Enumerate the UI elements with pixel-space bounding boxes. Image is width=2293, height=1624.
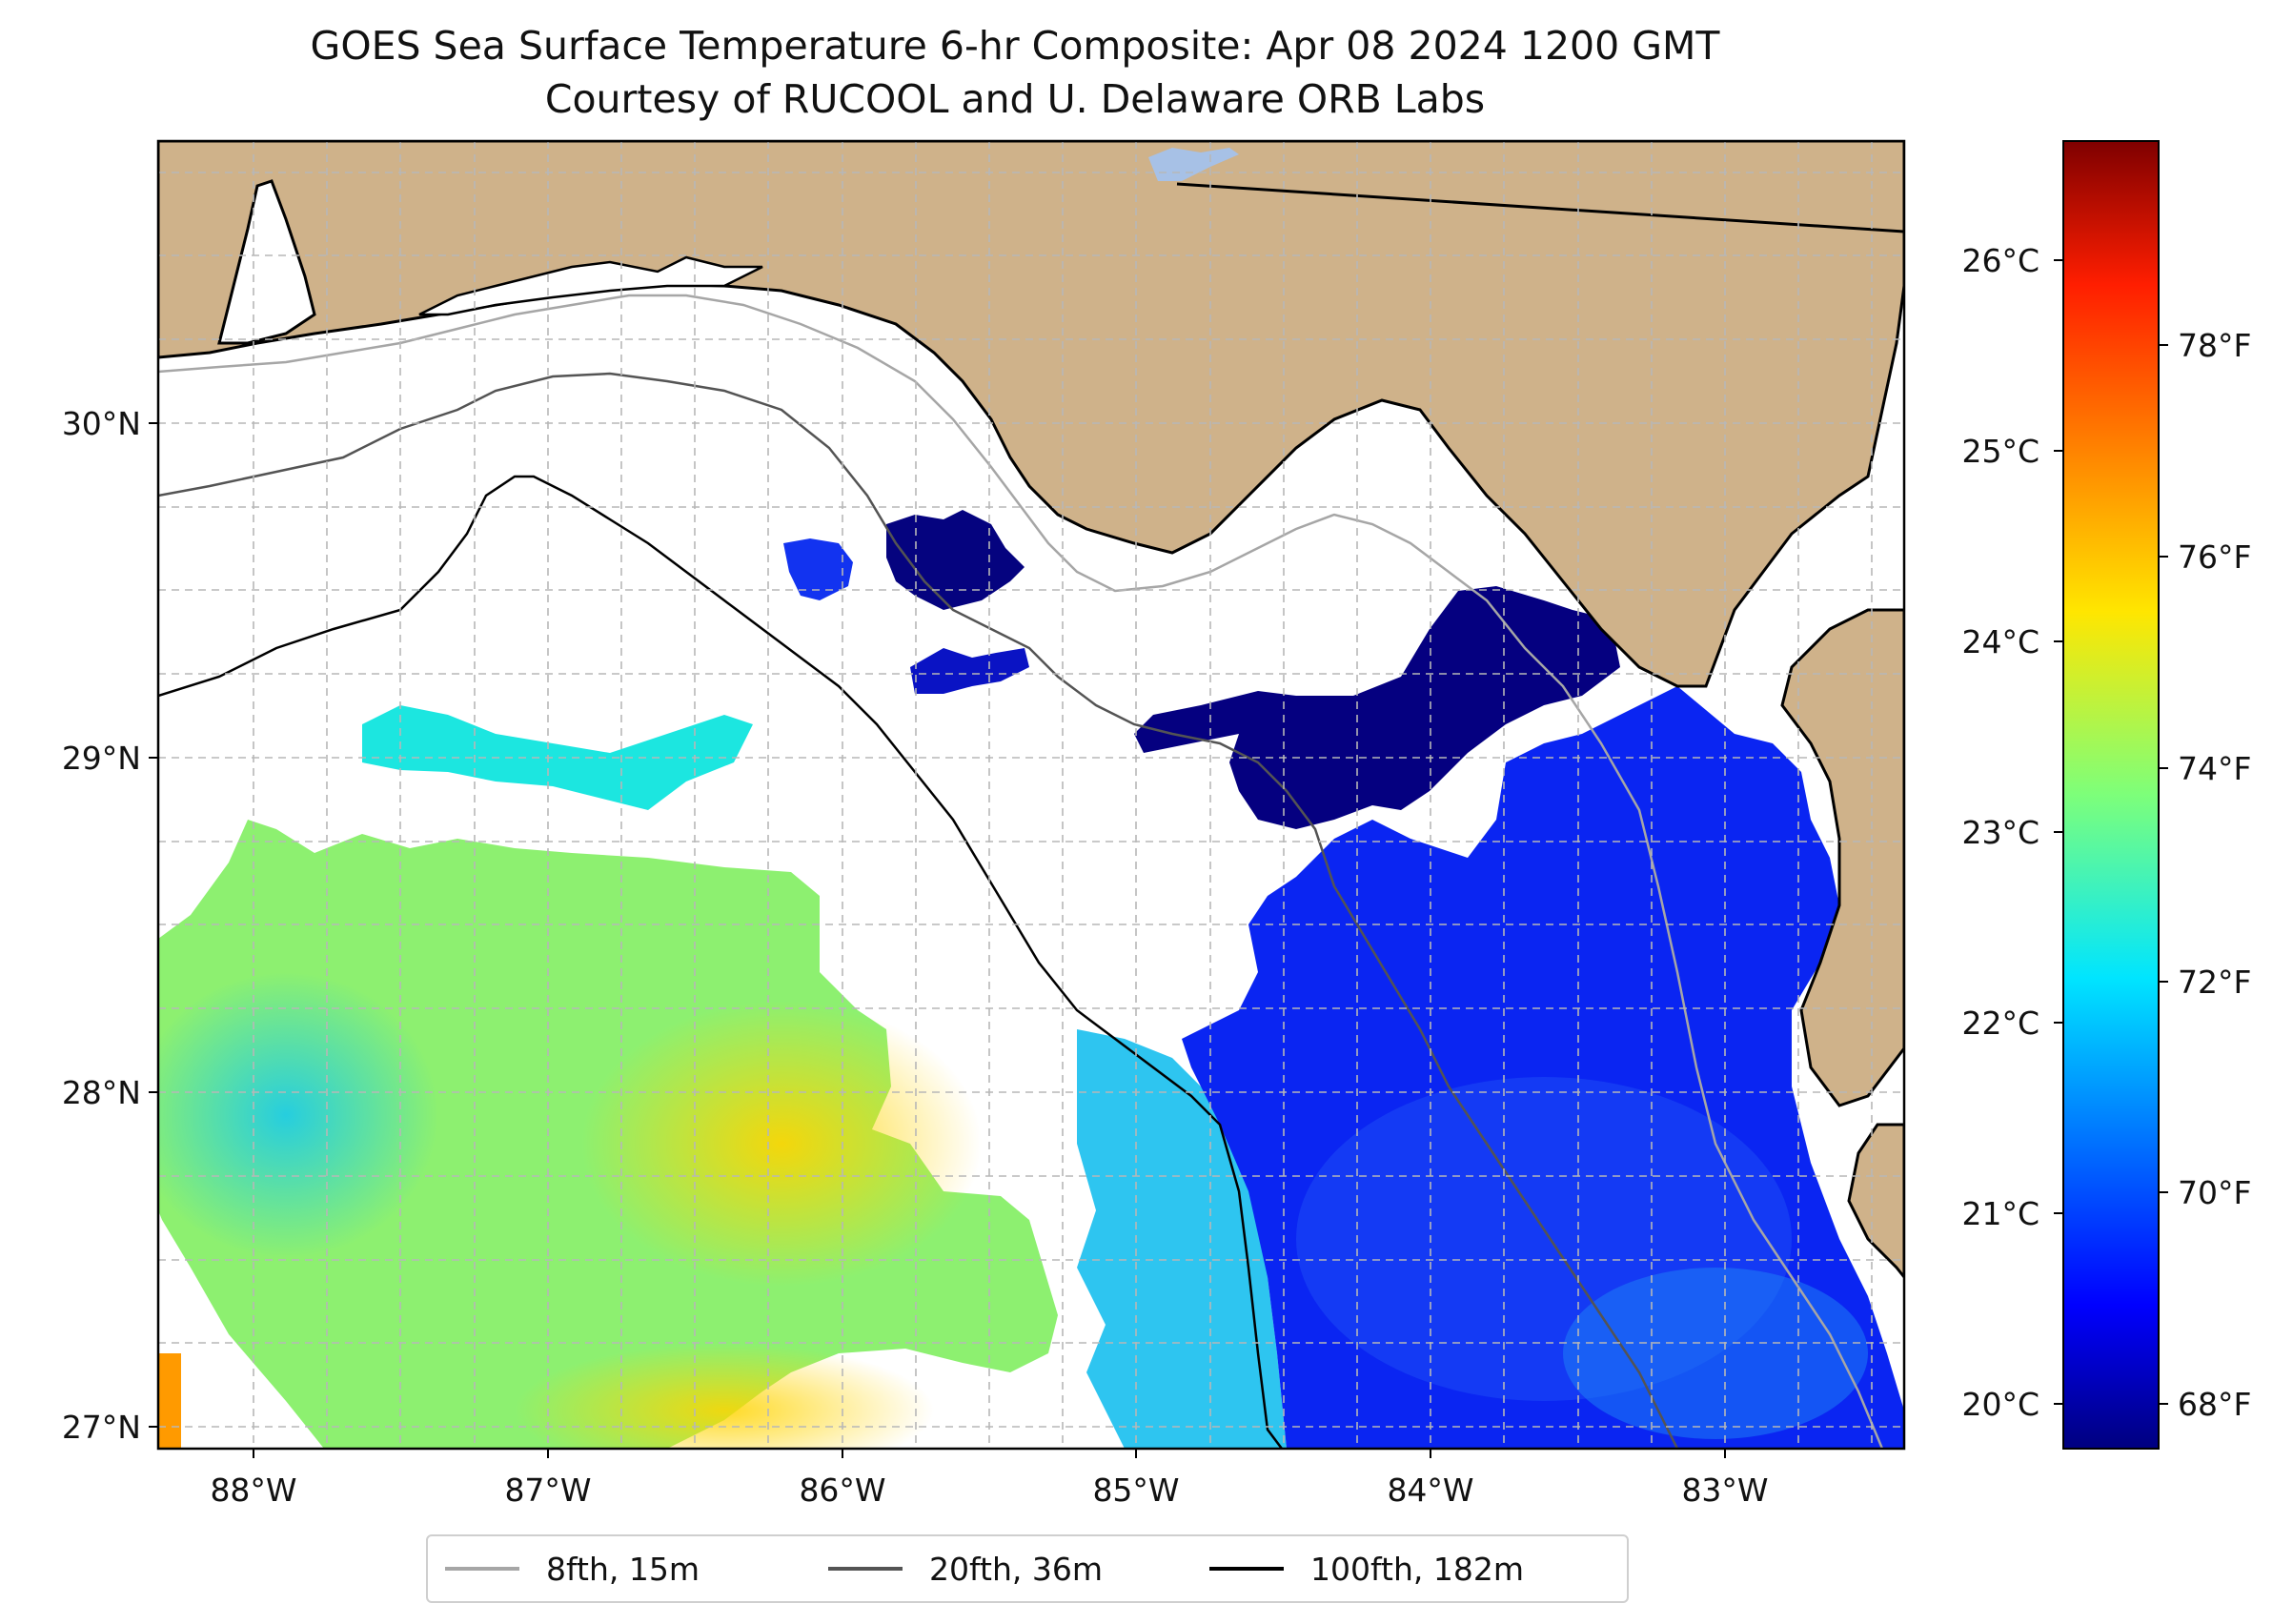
- lake-seminole: [1148, 148, 1239, 181]
- bay-mobile: [217, 179, 316, 345]
- lat-tick-label: 29°N: [62, 740, 141, 777]
- lon-tick-label: 87°W: [504, 1472, 591, 1509]
- celsius-tick-label: 25°C: [1961, 433, 2039, 470]
- warm-corner: [158, 1353, 181, 1449]
- cool-west: [158, 972, 438, 1258]
- warm-south: [515, 1344, 934, 1449]
- fahrenheit-tick-label: 78°F: [2178, 327, 2251, 364]
- fahrenheit-tick-label: 74°F: [2178, 750, 2251, 787]
- fahrenheit-tick-label: 76°F: [2178, 538, 2251, 576]
- sst-patch-blue-small: [783, 538, 853, 600]
- legend-swatch-light-gray: [445, 1567, 519, 1571]
- sst-patch-navy-bigbend: [1134, 586, 1620, 829]
- map-area: [158, 141, 1904, 1449]
- isobath-182m: [158, 475, 1283, 1449]
- fahrenheit-tick-marks: [2159, 344, 2168, 1405]
- lon-tick-marks: [253, 1449, 1726, 1458]
- legend-item-36m: 20fth, 36m: [828, 1536, 1103, 1601]
- colorbar: [2062, 140, 2160, 1450]
- bay-pensacola: [418, 255, 763, 316]
- celsius-tick-label: 23°C: [1961, 814, 2039, 851]
- lon-tick-label: 83°W: [1681, 1472, 1768, 1509]
- isobath-36m: [158, 372, 1679, 1449]
- lat-tick-label: 27°N: [62, 1409, 141, 1446]
- lat-tick-label: 30°N: [62, 405, 141, 442]
- fahrenheit-tick-label: 72°F: [2178, 964, 2251, 1001]
- isobath-legend: 8fth, 15m 20fth, 36m 100fth, 182m: [426, 1534, 1629, 1603]
- fahrenheit-tick-label: 68°F: [2178, 1386, 2251, 1423]
- fahrenheit-tick-label: 70°F: [2178, 1174, 2251, 1211]
- legend-swatch-dark-gray: [828, 1567, 903, 1571]
- legend-swatch-black: [1209, 1567, 1284, 1571]
- map-frame: [156, 139, 1906, 1451]
- lon-tick-label: 88°W: [210, 1472, 296, 1509]
- celsius-tick-label: 22°C: [1961, 1005, 2039, 1042]
- lon-tick-label: 84°W: [1387, 1472, 1473, 1509]
- celsius-tick-marks: [2054, 259, 2063, 1405]
- blue-south: [1563, 1268, 1868, 1439]
- celsius-tick-label: 26°C: [1961, 242, 2039, 279]
- figure-title: GOES Sea Surface Temperature 6-hr Compos…: [310, 23, 1720, 69]
- celsius-tick-label: 21°C: [1961, 1195, 2039, 1232]
- lon-tick-label: 85°W: [1092, 1472, 1179, 1509]
- legend-item-182m: 100fth, 182m: [1209, 1536, 1524, 1601]
- land-florida-peninsula: [1780, 608, 1904, 1107]
- legend-item-15m: 8fth, 15m: [445, 1536, 700, 1601]
- sst-patch-cyan-north: [362, 705, 753, 810]
- lon-tick-label: 86°W: [799, 1472, 885, 1509]
- sst-patch-transition: [1077, 1029, 1287, 1449]
- land-tampa: [1847, 1123, 1904, 1280]
- legend-label: 20fth, 36m: [929, 1550, 1103, 1588]
- lat-tick-label: 28°N: [62, 1074, 141, 1111]
- legend-label: 100fth, 182m: [1310, 1550, 1524, 1588]
- celsius-tick-label: 20°C: [1961, 1386, 2039, 1423]
- isobath-15m: [158, 294, 1884, 1449]
- figure-subtitle: Courtesy of RUCOOL and U. Delaware ORB L…: [544, 76, 1486, 122]
- warm-core: [581, 1001, 982, 1287]
- state-boundary: [1176, 182, 1904, 233]
- celsius-tick-label: 24°C: [1961, 623, 2039, 660]
- legend-label: 8fth, 15m: [546, 1550, 700, 1588]
- lat-tick-marks: [149, 422, 158, 1428]
- gridlines: [158, 141, 1904, 1449]
- sst-patch-navy-dots: [910, 648, 1029, 694]
